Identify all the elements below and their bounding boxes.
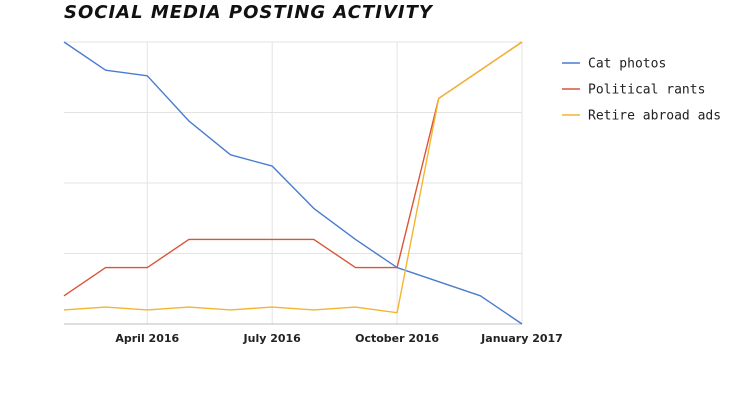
legend-label-2: Retire abroad ads [588, 109, 721, 124]
legend-label-1: Political rants [588, 83, 705, 98]
chart-title: SOCIAL MEDIA POSTING ACTIVITY [64, 2, 433, 23]
series-line-0 [63, 41, 523, 325]
x-tick-label-3: January 2017 [480, 332, 563, 345]
legend: Cat photos Political rants Retire abroad a… [562, 57, 721, 124]
x-tick-label-2: October 2016 [355, 332, 439, 345]
x-tick-label-0: April 2016 [115, 332, 179, 345]
x-tick-label-1: July 2016 [243, 332, 302, 345]
x-axis-ticks: April 2016 July 2016 October 2016 January 2… [115, 332, 562, 345]
legend-label-0: Cat photos [588, 57, 666, 72]
series-line-1 [63, 41, 523, 297]
series-lines [63, 41, 523, 325]
series-line-2 [63, 41, 523, 314]
grid [64, 41, 523, 325]
